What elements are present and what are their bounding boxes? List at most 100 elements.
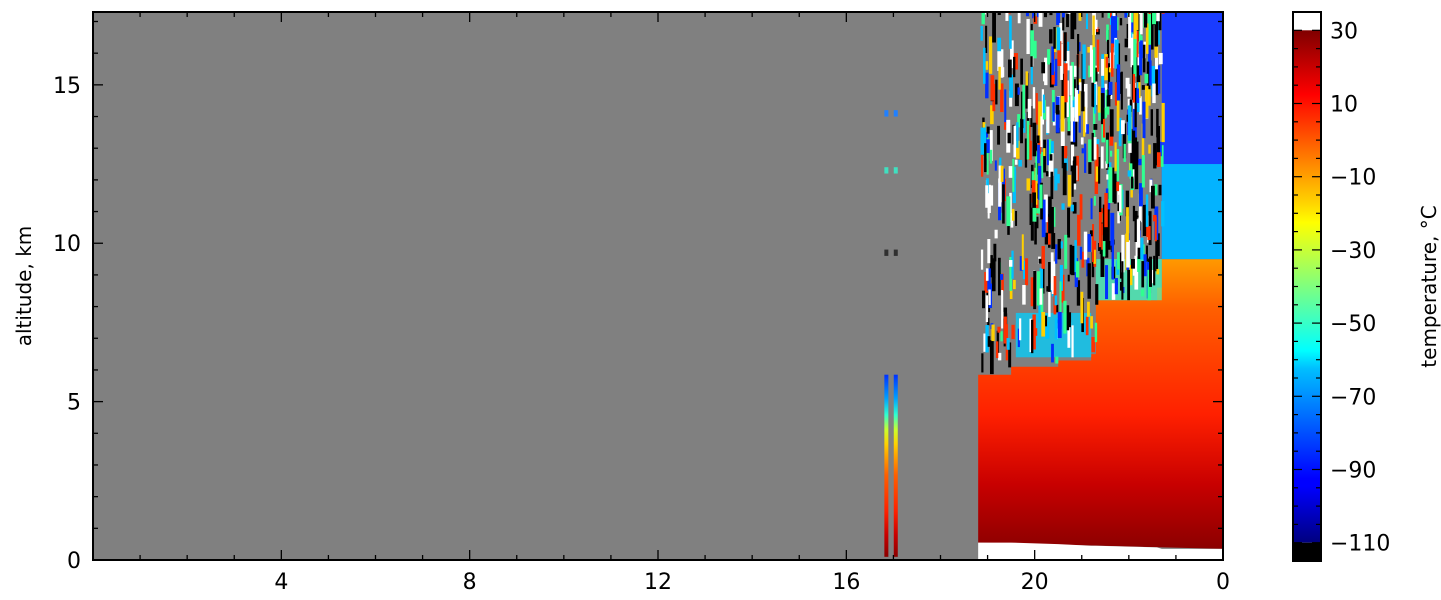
y-axis: 0 5 10 15 — [53, 20, 1223, 574]
noise-speckle — [1037, 144, 1040, 164]
noise-speckle — [1036, 208, 1041, 214]
noise-speckle — [1134, 159, 1139, 190]
noise-speckle — [1052, 102, 1055, 122]
noise-speckle — [1032, 314, 1036, 350]
noise-speckle — [988, 289, 991, 306]
noise-speckle — [982, 123, 987, 150]
colorbar-over — [1293, 12, 1321, 31]
noise-speckle — [1061, 140, 1064, 169]
noise-speckle — [1108, 81, 1113, 95]
noise-speckle — [985, 72, 989, 99]
noise-speckle — [1043, 12, 1048, 18]
noise-speckle — [1145, 194, 1149, 227]
noise-speckle — [1001, 273, 1004, 292]
noise-speckle — [1119, 185, 1122, 213]
y-tick-label: 15 — [53, 74, 81, 99]
noise-speckle — [1071, 245, 1075, 276]
temperature-field — [978, 12, 1223, 549]
noise-speckle — [1070, 95, 1073, 108]
noise-speckle — [1008, 166, 1013, 178]
noise-speckle — [1060, 96, 1065, 132]
noise-speckle — [1004, 89, 1007, 126]
noise-speckle — [1105, 265, 1109, 300]
noise-speckle — [1021, 91, 1024, 129]
noise-speckle — [1147, 226, 1151, 241]
noise-speckle — [1067, 41, 1070, 55]
noise-speckle — [1060, 241, 1063, 249]
noise-speckle — [1106, 29, 1110, 58]
noise-speckle — [1101, 58, 1105, 76]
noise-speckle — [1125, 190, 1130, 217]
noise-speckle — [1059, 264, 1063, 291]
noise-speckle — [1146, 61, 1151, 90]
noise-speckle — [1136, 219, 1141, 248]
noise-speckle — [1030, 277, 1035, 307]
noise-speckle — [1009, 90, 1013, 107]
noise-speckle — [1106, 174, 1110, 180]
noise-speckle — [1009, 290, 1013, 299]
noise-speckle — [1085, 316, 1089, 336]
noise-speckle — [982, 290, 986, 309]
colorbar: 30 10 −10 −30 −50 −70 −90 −110 — [1292, 11, 1390, 562]
noise-speckle — [1050, 252, 1054, 291]
noise-speckle — [1067, 318, 1071, 328]
noise-speckle — [998, 257, 1001, 296]
noise-speckle — [1134, 255, 1139, 290]
noise-speckle — [1141, 261, 1145, 288]
noise-speckle — [1057, 239, 1061, 260]
noise-speckle — [991, 324, 995, 342]
noise-speckle — [1005, 12, 1009, 21]
noise-speckle — [1095, 157, 1099, 182]
noise-speckle — [1021, 234, 1024, 270]
noise-speckle — [1000, 331, 1003, 342]
noise-speckle — [1156, 108, 1159, 138]
noise-speckle — [1034, 221, 1037, 245]
noise-speckle — [1114, 278, 1118, 295]
noise-speckle — [1118, 117, 1122, 147]
noise-speckle — [1045, 171, 1050, 177]
noise-speckle — [1116, 182, 1120, 192]
noise-speckle — [1033, 270, 1037, 310]
noise-speckle — [1149, 179, 1153, 193]
noise-speckle — [1087, 263, 1091, 299]
noise-speckle — [994, 160, 997, 171]
noise-speckle — [1138, 158, 1142, 166]
x-tick-label: 20 — [1021, 570, 1049, 595]
noise-speckle — [1077, 214, 1081, 246]
noise-speckle — [1114, 142, 1117, 172]
noise-speckle — [1072, 121, 1076, 143]
noise-speckle — [1007, 132, 1011, 144]
noise-speckle — [1133, 34, 1137, 43]
noise-speckle — [1081, 91, 1085, 112]
noise-speckle — [1059, 281, 1062, 316]
noise-speckle — [1024, 258, 1029, 286]
noise-speckle — [1158, 12, 1162, 31]
noise-speckle — [1013, 56, 1016, 78]
noise-speckle — [1011, 208, 1015, 221]
noise-speckle — [1073, 117, 1078, 147]
noise-speckle — [1141, 85, 1145, 90]
noise-speckle — [1079, 194, 1083, 220]
noise-speckle — [1074, 240, 1077, 273]
noise-speckle — [1069, 244, 1073, 275]
noise-speckle — [1081, 251, 1085, 268]
noise-speckle — [1043, 148, 1046, 157]
noise-speckle — [1032, 192, 1036, 214]
noise-speckle — [1033, 40, 1037, 59]
noise-speckle — [1056, 174, 1060, 184]
noise-speckle — [1083, 83, 1088, 108]
noise-speckle — [981, 353, 984, 373]
noise-speckle — [997, 352, 1002, 361]
noise-speckle — [1062, 162, 1067, 196]
noise-speckle — [1103, 118, 1106, 138]
noise-speckle — [1064, 145, 1068, 159]
noise-speckle — [989, 130, 993, 161]
noise-speckle — [1134, 12, 1139, 31]
noise-speckle — [1067, 321, 1071, 348]
noise-speckle — [994, 229, 998, 239]
noise-speckle — [1132, 130, 1136, 170]
noise-speckle — [1140, 12, 1143, 35]
noise-speckle — [1056, 27, 1061, 51]
noise-speckle — [1154, 184, 1158, 196]
noise-speckle — [1119, 282, 1123, 291]
